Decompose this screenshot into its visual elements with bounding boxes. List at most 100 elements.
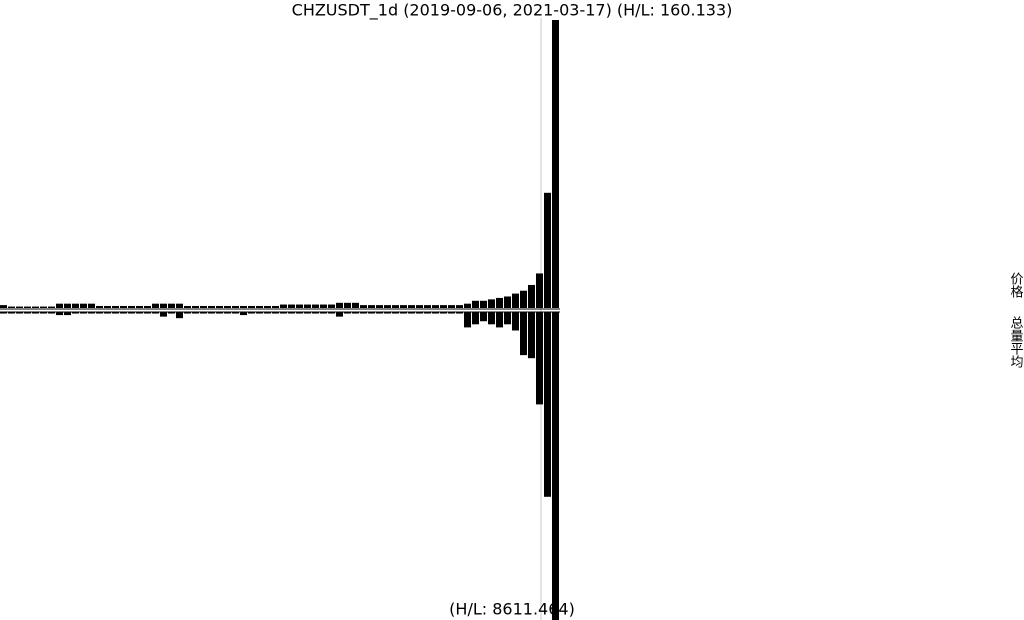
volume-bar xyxy=(136,312,143,314)
price-bar xyxy=(368,305,375,308)
volume-bar xyxy=(8,312,15,314)
price-bar xyxy=(96,305,103,308)
price-bar xyxy=(104,305,111,308)
volume-bar xyxy=(80,312,87,314)
volume-bar xyxy=(312,312,319,314)
chart-title: CHZUSDT_1d (2019-09-06, 2021-03-17) (H/L… xyxy=(292,1,733,21)
price-bar xyxy=(408,305,415,308)
price-bar xyxy=(400,305,407,308)
volume-bar xyxy=(496,312,503,328)
price-bar xyxy=(88,303,95,308)
price-bar xyxy=(280,304,287,308)
price-bar xyxy=(464,303,471,308)
volume-bar xyxy=(320,312,327,314)
volume-bar xyxy=(432,312,439,314)
volume-bar xyxy=(336,312,343,317)
price-bar xyxy=(264,305,271,308)
volume-bar xyxy=(56,312,63,316)
price-bar xyxy=(32,306,39,308)
price-bar xyxy=(128,305,135,308)
volume-bar xyxy=(0,312,7,314)
price-bar xyxy=(224,305,231,308)
volume-bar xyxy=(504,312,511,325)
price-bar xyxy=(432,305,439,308)
price-bar xyxy=(392,305,399,308)
price-bar xyxy=(152,303,159,308)
volume-bar xyxy=(328,312,335,314)
price-bar xyxy=(320,304,327,308)
price-bar xyxy=(504,296,511,308)
volume-bar xyxy=(128,312,135,314)
volume-bar xyxy=(472,312,479,325)
price-bar xyxy=(336,302,343,308)
volume-bar xyxy=(32,312,39,314)
volume-bar xyxy=(464,312,471,328)
volume-bar xyxy=(384,312,391,314)
price-bar xyxy=(488,299,495,308)
price-bar xyxy=(272,305,279,308)
price-bar xyxy=(288,304,295,308)
price-bar xyxy=(40,306,47,308)
price-bar xyxy=(232,305,239,308)
price-bar xyxy=(552,20,559,308)
price-bar xyxy=(192,305,199,308)
volume-bar xyxy=(408,312,415,314)
volume-bar xyxy=(280,312,287,314)
price-bar xyxy=(208,305,215,308)
volume-bar xyxy=(456,312,463,314)
volume-bar xyxy=(536,312,543,405)
price-bar xyxy=(160,303,167,308)
price-bar xyxy=(472,300,479,308)
price-bar xyxy=(80,303,87,308)
price-bar xyxy=(528,284,535,308)
volume-bar xyxy=(24,312,31,314)
volume-bar xyxy=(448,312,455,314)
volume-bar xyxy=(168,312,175,314)
price-bar xyxy=(16,306,23,308)
price-bar xyxy=(536,273,543,308)
volume-bar xyxy=(344,312,351,314)
volume-bar xyxy=(480,312,487,322)
volume-bar xyxy=(256,312,263,314)
volume-bar xyxy=(88,312,95,314)
price-bar xyxy=(144,305,151,308)
volume-bar xyxy=(544,312,551,497)
price-bar xyxy=(256,305,263,308)
volume-bar xyxy=(304,312,311,314)
price-bar xyxy=(360,305,367,308)
volume-bar xyxy=(184,312,191,314)
volume-bar xyxy=(272,312,279,314)
price-bar xyxy=(248,305,255,308)
volume-bar xyxy=(288,312,295,314)
volume-bar xyxy=(248,312,255,314)
price-bar xyxy=(64,303,71,308)
price-bar xyxy=(344,302,351,308)
volume-bar xyxy=(176,312,183,319)
price-bar xyxy=(520,290,527,308)
volume-bar xyxy=(296,312,303,314)
price-bar xyxy=(216,305,223,308)
price-bar xyxy=(0,305,7,308)
price-bar xyxy=(416,305,423,308)
volume-bar xyxy=(120,312,127,314)
volume-bar xyxy=(264,312,271,314)
price-bar xyxy=(384,305,391,308)
price-bar xyxy=(480,300,487,308)
volume-bar xyxy=(424,312,431,314)
price-bar xyxy=(120,305,127,308)
price-bar xyxy=(136,305,143,308)
price-bar xyxy=(376,305,383,308)
price-bar xyxy=(544,192,551,308)
price-bar xyxy=(352,302,359,308)
volume-bar xyxy=(96,312,103,314)
volume-bar xyxy=(240,312,247,316)
volume-bar xyxy=(40,312,47,314)
volume-bar xyxy=(112,312,119,314)
volume-bar xyxy=(376,312,383,314)
volume-bar xyxy=(208,312,215,314)
volume-bar xyxy=(216,312,223,314)
price-bar xyxy=(424,305,431,308)
price-bar xyxy=(496,297,503,308)
volume-bar xyxy=(528,312,535,359)
volume-bar xyxy=(200,312,207,314)
